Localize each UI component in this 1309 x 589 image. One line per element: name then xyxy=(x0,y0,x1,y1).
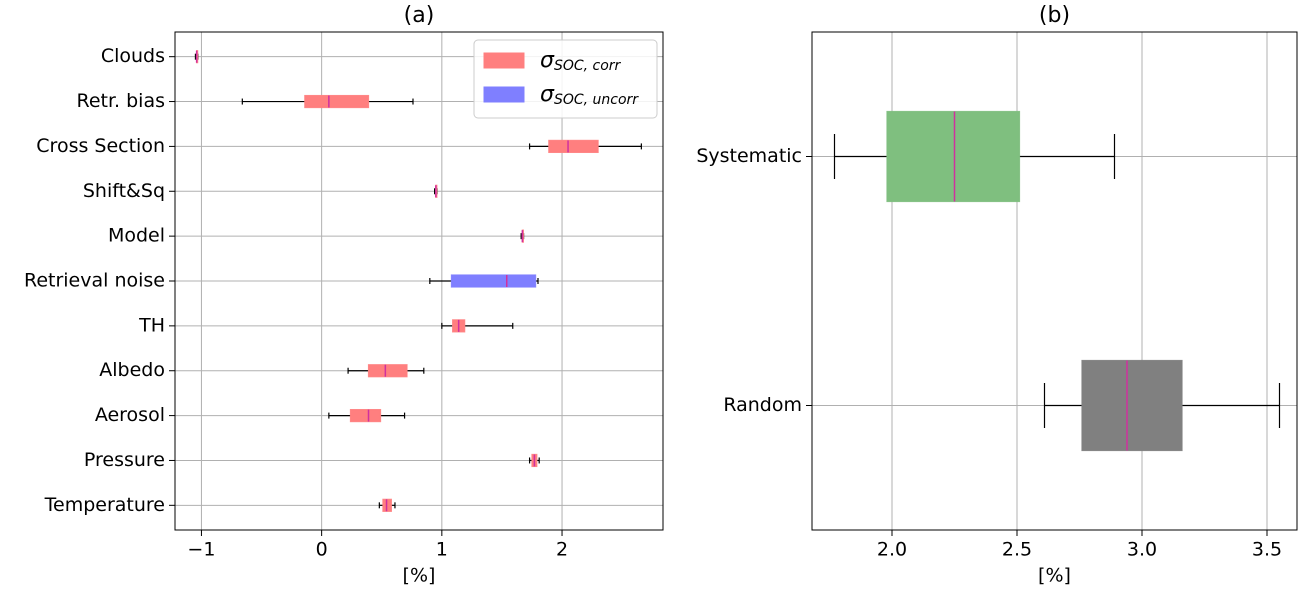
box xyxy=(886,110,1021,203)
y-tick-label: Shift&Sq xyxy=(83,180,165,202)
y-tick-label: Retr. bias xyxy=(76,90,165,112)
x-tick-label: 1 xyxy=(436,539,448,561)
legend-swatch xyxy=(483,52,525,69)
y-tick-label: Pressure xyxy=(84,449,165,471)
box xyxy=(304,94,370,109)
x-tick-label: −1 xyxy=(187,539,215,561)
x-tick-label: 3.5 xyxy=(1252,539,1282,561)
legend-label: σSOC, corr xyxy=(540,48,622,74)
box xyxy=(548,139,599,154)
box xyxy=(450,274,537,288)
plot-frame xyxy=(811,31,1298,531)
y-tick-label: Retrieval noise xyxy=(24,270,165,292)
y-tick-label: Albedo xyxy=(99,359,165,381)
y-tick-label: Temperature xyxy=(44,494,165,516)
legend-swatch xyxy=(483,86,525,103)
legend-label: σSOC, uncorr xyxy=(540,82,639,108)
y-tick-label: Clouds xyxy=(101,45,165,67)
x-tick-label: 2.0 xyxy=(877,539,907,561)
y-tick-label: Random xyxy=(723,394,802,416)
x-tick-label: 3.0 xyxy=(1127,539,1157,561)
y-tick-label: TH xyxy=(138,314,165,336)
box xyxy=(349,408,382,423)
x-tick-label: 2 xyxy=(556,539,568,561)
x-tick-label: 0 xyxy=(316,539,328,561)
x-axis-label: [%] xyxy=(403,565,436,587)
y-tick-label: Model xyxy=(108,225,165,247)
box xyxy=(367,364,408,378)
y-tick-label: Aerosol xyxy=(95,404,165,426)
box xyxy=(1081,359,1183,452)
plot-frame xyxy=(174,31,664,531)
chart-title: (b) xyxy=(1039,3,1070,28)
x-tick-label: 2.5 xyxy=(1002,539,1032,561)
chart-title: (a) xyxy=(404,3,435,28)
y-tick-label: Systematic xyxy=(696,145,802,167)
x-axis-label: [%] xyxy=(1038,565,1071,587)
y-tick-label: Cross Section xyxy=(36,135,165,157)
